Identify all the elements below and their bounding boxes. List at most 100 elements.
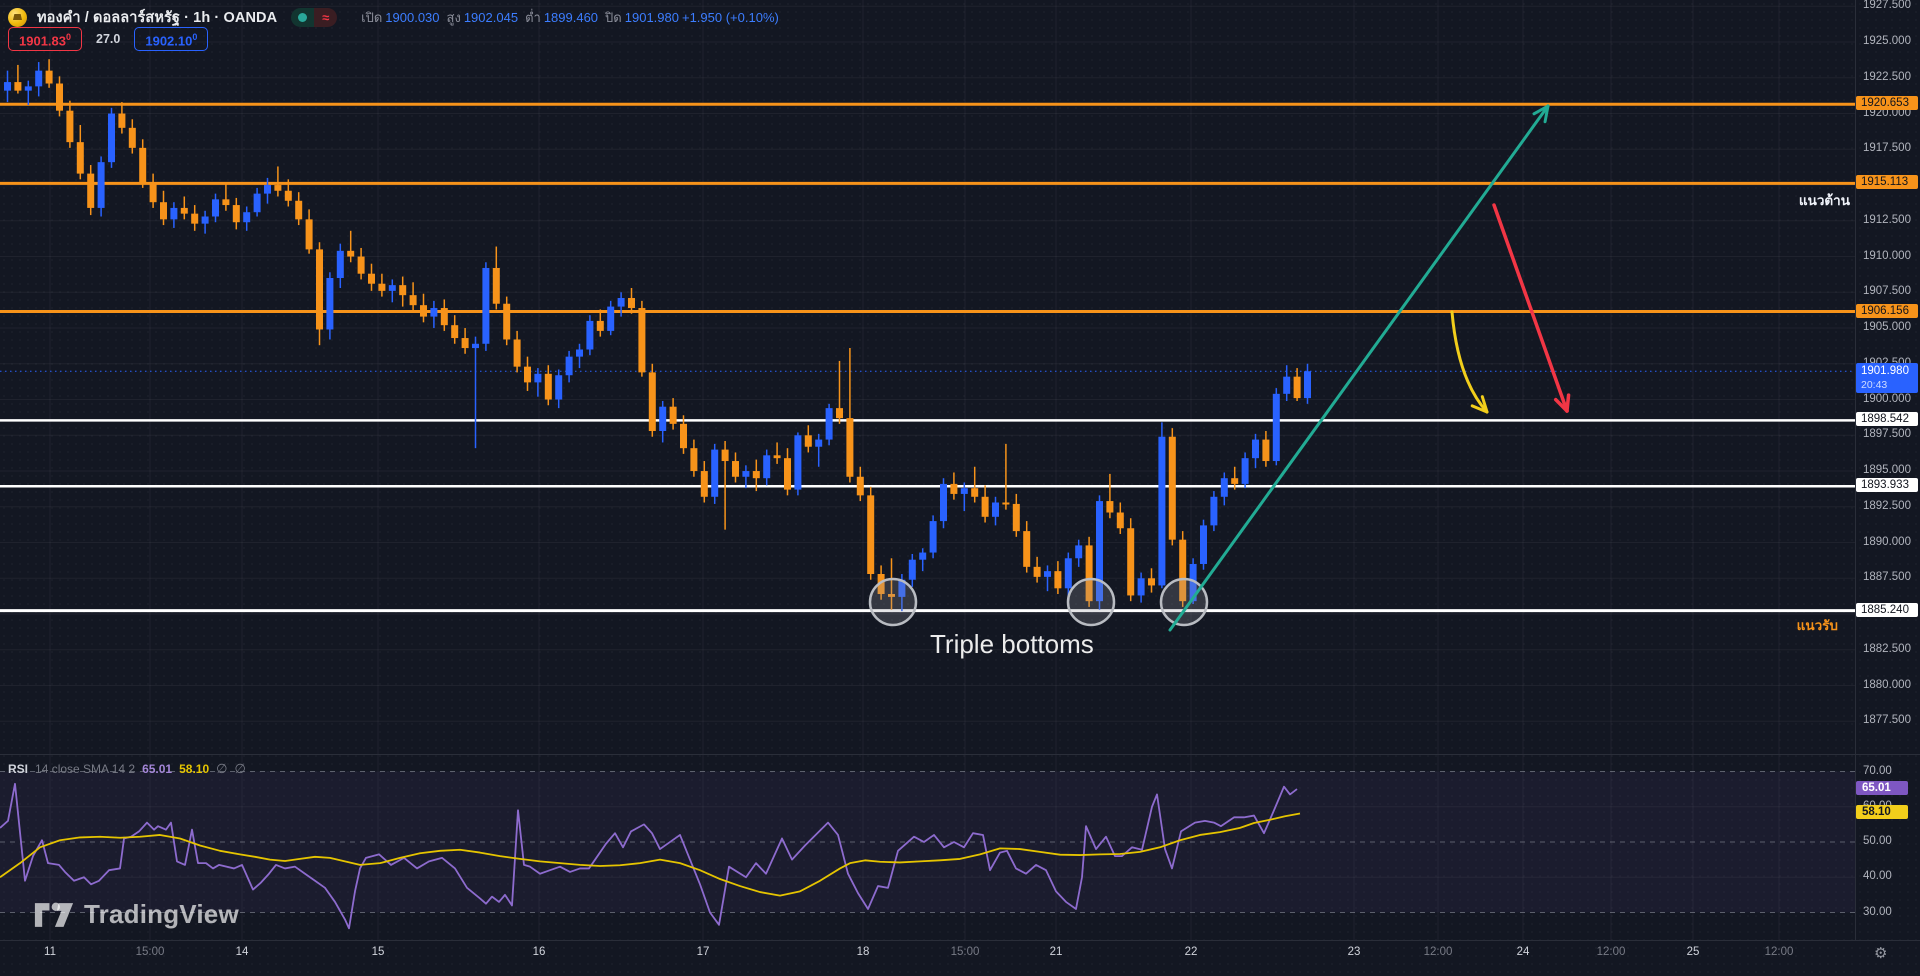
- candle-body: [534, 373, 542, 383]
- price-tick: 1922.500: [1863, 70, 1911, 83]
- high-label: สูง: [446, 9, 461, 25]
- candle-body: [1262, 439, 1270, 462]
- candle-body: [752, 471, 760, 479]
- price-tick: 1887.500: [1863, 571, 1911, 584]
- tradingview-logo-icon: [34, 902, 74, 927]
- candle-body: [503, 303, 511, 340]
- candle-body: [180, 207, 188, 214]
- support-level-label[interactable]: แนวรับ: [1796, 618, 1838, 633]
- candle-body: [451, 325, 459, 339]
- time-axis[interactable]: [0, 941, 1855, 976]
- change-value: +1.950 (+0.10%): [681, 9, 779, 25]
- candle-body: [170, 207, 178, 220]
- buy-button[interactable]: 1902.100: [134, 26, 209, 52]
- candle-body: [555, 375, 563, 400]
- candle-body: [1054, 571, 1062, 589]
- price-tick: 1912.500: [1863, 213, 1911, 226]
- rsi-line: [0, 782, 1298, 930]
- price-tick: 1895.000: [1863, 464, 1911, 477]
- level-price-badge: 1906.156: [1856, 303, 1918, 318]
- candle-body: [399, 285, 407, 296]
- time-label: 23: [1347, 946, 1361, 958]
- candle-body: [201, 216, 209, 224]
- candle-body: [919, 552, 927, 560]
- symbol-header: ทองคำ / ดอลลาร์สหรัฐ · 1h · OANDA ≈ เปิด…: [8, 6, 779, 28]
- status-pill: ≈: [291, 7, 338, 27]
- candle-body: [1127, 528, 1135, 596]
- symbol-title[interactable]: ทองคำ / ดอลลาร์สหรัฐ · 1h · OANDA: [37, 9, 278, 26]
- time-label: 14: [235, 946, 249, 958]
- candle-body: [773, 455, 781, 459]
- close-label: ปิด: [605, 9, 622, 25]
- tradingview-watermark[interactable]: TradingView: [34, 899, 239, 930]
- candle-body: [388, 285, 396, 291]
- candle-body: [66, 110, 74, 143]
- gold-coin-icon: [8, 7, 27, 27]
- candle-body: [76, 142, 84, 174]
- rsi-legend-params: 14 close SMA 14 2: [35, 762, 136, 776]
- bar-countdown: 20:43: [1861, 379, 1888, 392]
- candle-body: [139, 147, 147, 184]
- candle-body: [669, 406, 677, 424]
- candle-body: [118, 113, 126, 128]
- candle-body: [440, 308, 448, 326]
- rsi-legend-value: 65.01: [142, 762, 173, 776]
- level-price-badge: 1915.113: [1856, 175, 1918, 190]
- projection-up[interactable]: [1168, 104, 1550, 632]
- rsi-legend-title[interactable]: RSI: [8, 762, 29, 776]
- candle-body: [472, 343, 479, 349]
- candle-body: [1200, 525, 1207, 564]
- resistance-level-label[interactable]: แนวต้าน: [1798, 193, 1850, 208]
- candle-body: [45, 70, 53, 84]
- candle-body: [825, 408, 833, 440]
- time-label: 11: [44, 946, 56, 958]
- time-label: 22: [1184, 946, 1198, 958]
- current-price-badge: 1901.980 20:43: [1856, 363, 1918, 394]
- time-label: 21: [1049, 946, 1063, 958]
- bottom-circle-3[interactable]: [1159, 577, 1209, 627]
- candle-body: [981, 496, 989, 517]
- price-tick: 1877.500: [1863, 714, 1911, 727]
- candle-body: [596, 320, 604, 331]
- candle-body: [908, 559, 916, 580]
- rsi-tick: 30.00: [1863, 905, 1892, 918]
- candle-body: [513, 339, 521, 367]
- candle-body: [492, 267, 500, 304]
- time-label: 12:00: [1596, 946, 1626, 958]
- candle-body: [1168, 436, 1176, 540]
- candle-body: [409, 295, 417, 306]
- projection-down-yellow[interactable]: [1450, 310, 1489, 414]
- candle-body: [638, 308, 646, 373]
- axis-settings-gear-icon[interactable]: ⚙: [1874, 945, 1888, 962]
- bottom-circle-1[interactable]: [868, 577, 918, 627]
- candle-body: [929, 521, 937, 553]
- candle-body: [191, 213, 199, 224]
- bottom-circle-2[interactable]: [1066, 577, 1116, 627]
- candle-body: [544, 373, 552, 400]
- projection-down-red[interactable]: [1492, 203, 1569, 413]
- candle-body: [1210, 496, 1218, 526]
- candle-body: [576, 349, 583, 357]
- candle-body: [430, 308, 438, 317]
- rsi-sma-legend-value: 58.10: [179, 762, 210, 776]
- candle-body: [1231, 478, 1239, 484]
- price-tick: 1880.000: [1863, 678, 1911, 691]
- candle-body: [128, 127, 136, 148]
- candle-body: [35, 70, 43, 87]
- hide-indicator-icon[interactable]: ∅: [216, 761, 228, 776]
- triple-bottoms-annotation[interactable]: Triple bottoms: [930, 629, 1094, 659]
- hide-indicator-icon-2[interactable]: ∅: [234, 761, 246, 776]
- market-status-icon[interactable]: [291, 7, 315, 27]
- candle-body: [87, 173, 95, 208]
- candle-body: [794, 435, 802, 490]
- level-price-badge: 1893.933: [1856, 478, 1918, 493]
- candle-body: [1272, 393, 1280, 462]
- arrow-head: [1470, 404, 1489, 414]
- data-feed-icon[interactable]: ≈: [314, 7, 338, 27]
- candle-body: [482, 267, 490, 344]
- arrow-head: [1543, 104, 1550, 124]
- rsi-sma-value-badge: 58.10: [1856, 805, 1908, 820]
- sell-button[interactable]: 1901.830: [8, 26, 83, 52]
